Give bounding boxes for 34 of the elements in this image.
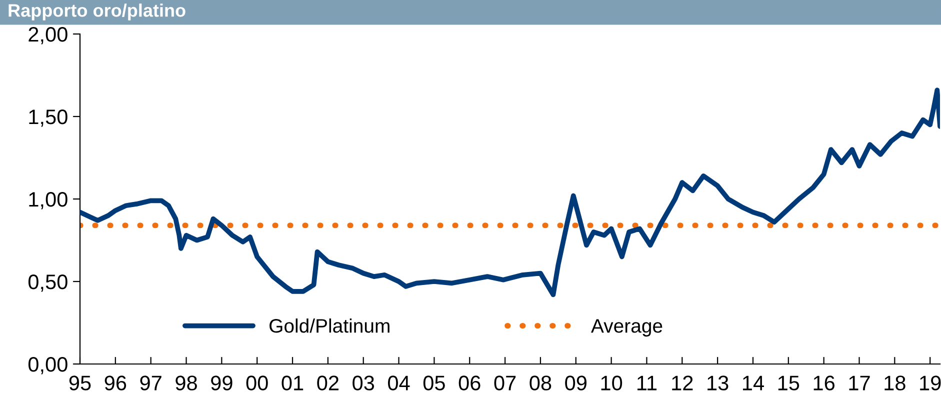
x-tick-label: 07	[494, 376, 516, 390]
chart-title: Rapporto oro/platino	[8, 4, 186, 20]
x-tick-label: 01	[282, 376, 304, 390]
legend-label: Average	[591, 319, 662, 337]
x-tick-label: 98	[176, 376, 197, 390]
y-tick-label: 1,50	[29, 110, 68, 127]
y-tick-label: 0,00	[28, 357, 68, 374]
y-tick-label: 1,00	[29, 192, 68, 210]
legend-label: Gold/Platinum	[270, 318, 390, 333]
x-tick-label: 03	[352, 376, 374, 390]
x-tick-label: 00	[246, 376, 268, 390]
x-tick-label: 13	[708, 376, 728, 390]
x-tick-label: 15	[778, 376, 800, 390]
x-tick-label: 02	[317, 376, 338, 390]
x-tick-label: 95	[69, 376, 91, 390]
y-tick-label: 0,50	[28, 274, 68, 292]
x-tick-label: 14	[742, 376, 764, 390]
x-tick-label: 05	[423, 376, 445, 390]
line-series	[80, 88, 940, 298]
y-tick-label: 2,00	[28, 27, 68, 44]
x-tick-label: 08	[530, 376, 552, 390]
x-tick-label: 97	[140, 376, 162, 390]
x-tick-label: 99	[211, 376, 232, 390]
x-tick-label: 11	[637, 376, 657, 390]
x-tick-label: 16	[814, 376, 834, 390]
x-tick-label: 18	[884, 376, 906, 390]
x-tick-label: 10	[601, 376, 622, 390]
x-tick-label: 06	[458, 376, 480, 390]
x-tick-label: 17	[849, 376, 870, 390]
x-tick-label: 96	[104, 376, 126, 390]
x-tick-label: 09	[565, 376, 586, 390]
x-tick-label: 04	[388, 376, 410, 390]
x-tick-label: 19	[920, 376, 941, 390]
x-tick-label: 12	[672, 376, 693, 390]
